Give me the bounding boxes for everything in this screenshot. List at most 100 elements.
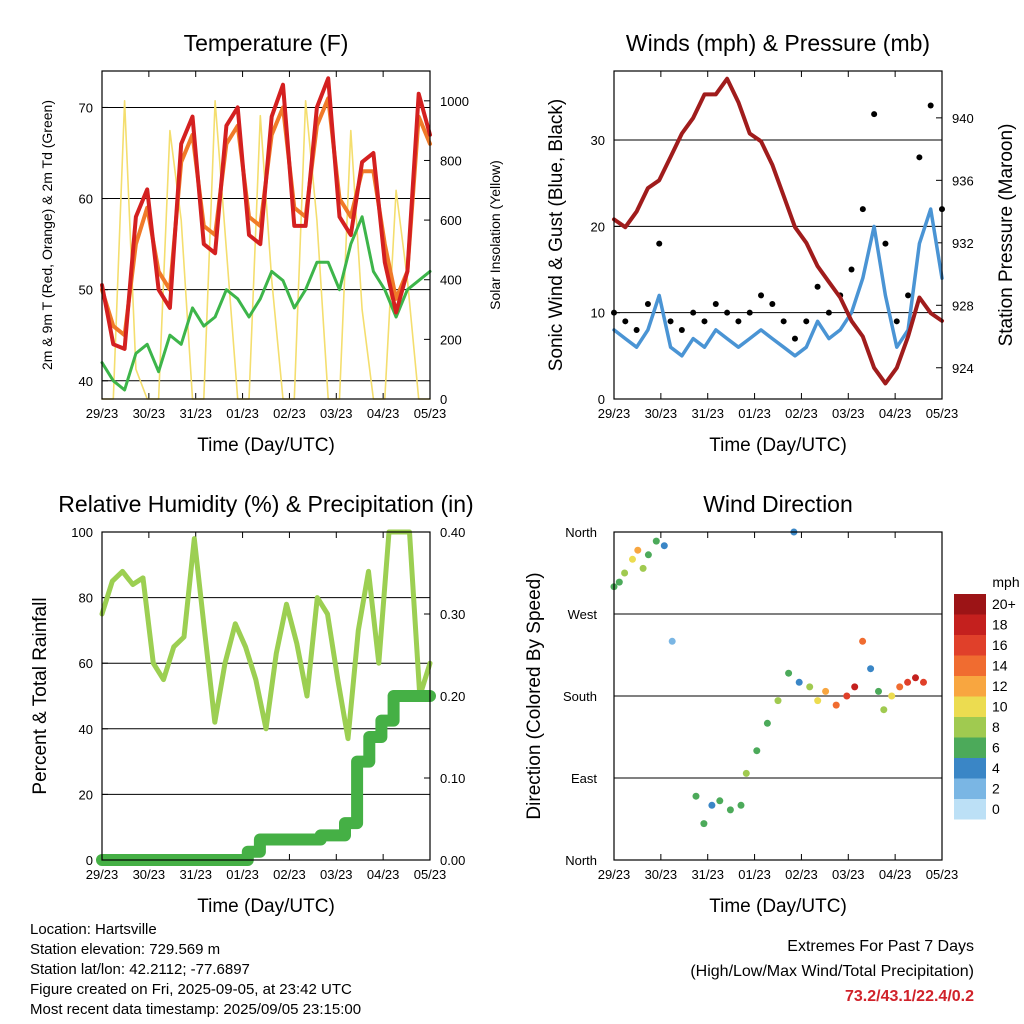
colorbar-label: 14 [992, 658, 1008, 674]
x-axis-label: Time (Day/UTC) [197, 896, 335, 917]
direction-point [904, 678, 912, 686]
figure-created: Figure created on Fri, 2025-09-05, at 23… [30, 981, 352, 998]
colorbar-swatch [954, 758, 986, 779]
y2-tick-label: 200 [440, 332, 462, 347]
y2-axis: 924 928 932 936 940 [936, 111, 974, 376]
station-latlon: Station lat/lon: 42.2112; -77.6897 [30, 961, 250, 978]
x-tick-label: 05/23 [414, 867, 447, 882]
gust-point [769, 301, 776, 308]
temp-2m-line [100, 76, 432, 351]
x-tick-label: 01/23 [738, 406, 771, 421]
extremes-box: Extremes For Past 7 Days (High/Low/Max W… [690, 934, 974, 1009]
direction-point [726, 806, 734, 814]
direction-point [629, 555, 636, 563]
y2-tick-label: 0 [440, 392, 447, 407]
humidity-line [99, 529, 433, 742]
y-tick-label: 60 [79, 192, 93, 207]
direction-point [737, 801, 745, 809]
plot-frame [613, 70, 943, 400]
direction-point [859, 637, 867, 645]
y-tick-label: 60 [79, 656, 93, 671]
x-tick-label: 30/23 [645, 867, 678, 882]
plot-frame [101, 531, 431, 861]
plot-frame [101, 70, 431, 400]
y-tick-label: North [565, 525, 597, 540]
y2-axis: 0.00 0.10 0.20 0.30 0.40 [424, 525, 465, 868]
y-tick-label: 10 [591, 306, 605, 321]
direction-point [920, 678, 927, 686]
direction-point [700, 820, 708, 828]
y2-tick-label: 924 [952, 361, 974, 376]
gust-point [791, 335, 798, 342]
direction-point [896, 683, 904, 691]
direction-point [634, 546, 642, 554]
direction-point [875, 687, 882, 695]
extremes-subtitle: (High/Low/Max Wind/Total Precipitation) [690, 963, 974, 980]
panel-title: Winds (mph) & Pressure (mb) [626, 30, 930, 56]
y2-tick-label: 0.40 [440, 525, 465, 540]
gust-point [758, 292, 765, 299]
x-axis-label: Time (Day/UTC) [197, 435, 335, 456]
gust-point [780, 318, 787, 325]
x-tick-label: 05/23 [926, 867, 959, 882]
direction-point [639, 564, 647, 572]
direction-point [851, 683, 859, 691]
y2-axis-label: Solar Insolation (Yellow) [487, 160, 503, 310]
colorbar-swatch [954, 594, 986, 615]
colorbar-swatch [954, 635, 986, 656]
direction-point [644, 551, 652, 559]
gust-point [712, 301, 719, 308]
x-tick-labels: 29/23 30/23 31/23 01/23 02/23 03/23 04/23 05/23 [86, 71, 446, 421]
gust-point [814, 283, 821, 290]
colorbar: mph 20+ 18 16 14 12 10 8 6 4 2 0 [954, 574, 1020, 820]
gust-point [848, 266, 855, 273]
y-tick-label: 30 [591, 133, 605, 148]
gust-point [735, 318, 742, 325]
direction-point [843, 692, 851, 700]
panel-1: Temperature (F) 29/23 30/23 31/23 01/23 02/23… [39, 30, 503, 456]
y2-tick-label: 0.00 [440, 853, 465, 868]
y-axis: 40 50 60 70 [79, 100, 430, 389]
y-axis-label: 2m & 9m T (Red, Orange) & 2m Td (Green) [39, 100, 55, 370]
y2-tick-label: 1000 [440, 94, 469, 109]
colorbar-swatch [954, 655, 986, 676]
x-tick-label: 29/23 [86, 406, 119, 421]
y2-tick-label: 932 [952, 236, 974, 251]
y-axis: 0 10 20 30 [591, 133, 942, 407]
direction-point [832, 701, 840, 709]
dewpoint-line [100, 215, 432, 392]
y-tick-label: East [571, 771, 597, 786]
panel-3: Relative Humidity (%) & Precipitation (i… [30, 491, 474, 917]
panel-title: Temperature (F) [184, 30, 349, 56]
x-tick-label: 02/23 [273, 867, 306, 882]
y-tick-label: 80 [79, 591, 93, 606]
y-tick-label: 20 [79, 787, 93, 802]
gust-point [633, 326, 640, 333]
gust-point [701, 318, 708, 325]
y2-axis: 0 200 400 600 800 1000 [424, 94, 469, 407]
x-tick-label: 04/23 [367, 867, 400, 882]
direction-point [716, 797, 724, 805]
y-tick-label: West [568, 607, 598, 622]
colorbar-label: 18 [992, 617, 1008, 633]
gust-points [611, 102, 945, 342]
gust-point [916, 154, 923, 161]
x-tick-labels: 29/23 30/23 31/23 01/23 02/23 03/23 04/23 05/23 [598, 532, 959, 882]
direction-point [753, 747, 761, 755]
direction-point [822, 687, 830, 695]
direction-point [912, 674, 919, 682]
direction-point [795, 678, 803, 686]
colorbar-swatch [954, 799, 986, 820]
x-tick-label: 03/23 [832, 406, 865, 421]
direction-point [615, 578, 623, 586]
plot-frame [613, 531, 943, 861]
x-tick-label: 31/23 [179, 867, 212, 882]
gust-point [825, 309, 832, 316]
direction-point [763, 719, 771, 727]
y2-tick-label: 400 [440, 273, 462, 288]
y2-tick-label: 800 [440, 153, 462, 168]
series-layer [96, 529, 436, 866]
x-axis-label: Time (Day/UTC) [709, 435, 847, 456]
colorbar-swatch [954, 778, 986, 799]
